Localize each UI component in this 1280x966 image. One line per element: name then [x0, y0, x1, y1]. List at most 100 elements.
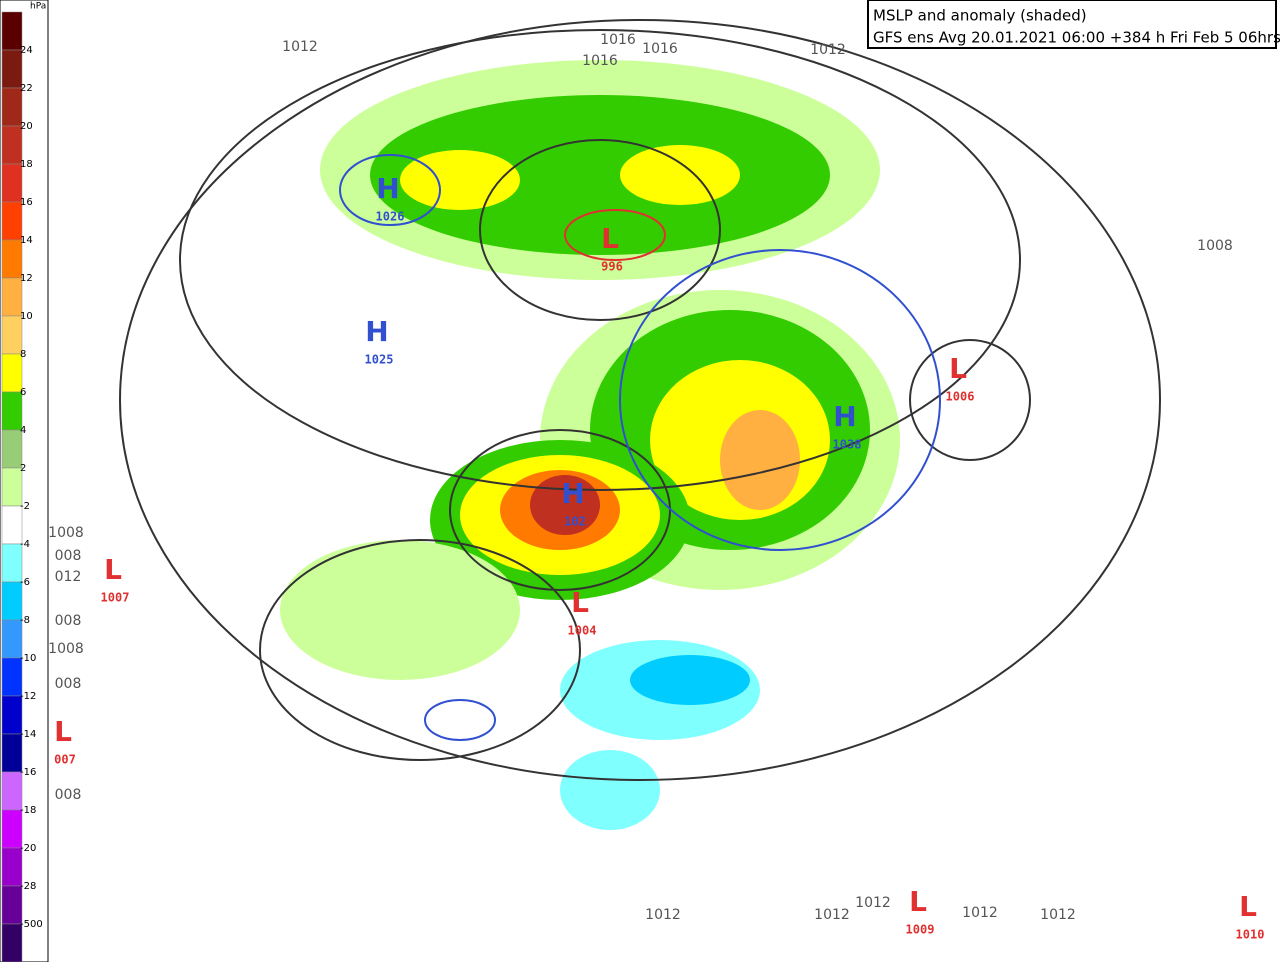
colorbar-swatch	[1, 657, 23, 697]
system-value: 1025	[365, 353, 394, 367]
system-value: 1004	[568, 624, 597, 638]
colorbar-label: 2	[20, 463, 26, 474]
high-contours	[339, 154, 941, 741]
colorbar-swatch	[1, 695, 23, 735]
colorbar-swatch	[1, 847, 23, 887]
colorbar-swatch	[1, 809, 23, 849]
colorbar-swatch	[1, 543, 23, 583]
colorbar-label: -8	[20, 615, 30, 626]
colorbar: hPa 24 22 20 18 16 14 12 10 8 6 4 2 -2 -4 -6 -8 -10 -12 -14…	[0, 0, 49, 963]
isobar-label: 1012	[1040, 907, 1076, 923]
colorbar-swatch	[1, 353, 23, 393]
colorbar-swatch	[1, 125, 23, 165]
isobar-label: 1012	[645, 907, 681, 923]
colorbar-label: -12	[20, 691, 36, 702]
colorbar-label: 4	[20, 425, 26, 436]
anomaly-shading	[280, 60, 900, 830]
colorbar-swatch	[1, 429, 23, 469]
colorbar-unit: hPa	[30, 2, 46, 12]
isobar-label: 1008	[1197, 238, 1233, 254]
system-letter: H	[833, 400, 856, 433]
colorbar-label: 6	[20, 387, 26, 398]
colorbar-swatch	[1, 315, 23, 355]
colorbar-swatch	[1, 733, 23, 773]
isobar-label: 1016	[582, 53, 618, 69]
isobar-label: 1008	[48, 525, 84, 541]
system-letter: L	[571, 586, 589, 619]
isobar-label: 008	[55, 613, 82, 629]
system-letter: L	[1239, 890, 1257, 923]
isobar-label: 1012	[814, 907, 850, 923]
colorbar-label: 20	[20, 121, 33, 132]
colorbar-label: -500	[20, 919, 43, 930]
colorbar-label: -4	[20, 539, 30, 550]
colorbar-label: -28	[20, 881, 36, 892]
colorbar-swatch	[1, 277, 23, 317]
system-value: 1006	[946, 390, 975, 404]
isobar-label: 1016	[642, 41, 678, 57]
system-value: 102	[564, 515, 586, 529]
colorbar-label: -2	[20, 501, 30, 512]
colorbar-swatch	[1, 885, 23, 925]
colorbar-swatch	[1, 87, 23, 127]
isobar-label: 008	[55, 787, 82, 803]
colorbar-swatch	[1, 505, 23, 545]
colorbar-label: 18	[20, 159, 33, 170]
colorbar-label: -14	[20, 729, 36, 740]
system-value: 1007	[101, 591, 130, 605]
system-letter: L	[601, 222, 619, 255]
colorbar-label: -20	[20, 843, 36, 854]
colorbar-swatch	[1, 201, 23, 241]
colorbar-swatch	[1, 467, 23, 507]
system-letter: L	[54, 715, 72, 748]
isobar-label: 012	[55, 569, 82, 585]
colorbar-swatch	[1, 11, 23, 51]
isobar-label: 1012	[962, 905, 998, 921]
colorbar-swatch	[1, 391, 23, 431]
colorbar-label: 24	[20, 45, 33, 56]
colorbar-label: -16	[20, 767, 36, 778]
system-value: 1038	[833, 438, 862, 452]
isobar-label: 1012	[855, 895, 891, 911]
title-line: MSLP and anomaly (shaded)	[873, 7, 1087, 25]
isobar-label: 1012	[810, 42, 846, 58]
isobar-label: 008	[55, 676, 82, 692]
colorbar-label: 16	[20, 197, 33, 208]
system-value: 007	[54, 753, 76, 767]
colorbar-label: 8	[20, 349, 26, 360]
colorbar-swatch	[1, 619, 23, 659]
colorbar-label: 22	[20, 83, 33, 94]
system-value: 1010	[1236, 928, 1265, 942]
system-value: 1009	[906, 923, 935, 937]
system-letter: L	[104, 553, 122, 586]
system-letter: H	[376, 172, 399, 205]
labels: H 1026 L 996 H 1025 L 1006 H 1038 H 102 L 1004 L 1007 L 0…	[48, 32, 1264, 942]
colorbar-swatch	[1, 771, 23, 811]
low-contour	[564, 209, 666, 261]
system-letter: H	[561, 477, 584, 510]
isobar-label: 1008	[48, 641, 84, 657]
title-line: GFS ens Avg 20.01.2021 06:00 +384 h Fri …	[873, 29, 1280, 47]
colorbar-swatch	[1, 49, 23, 89]
colorbar-label: -6	[20, 577, 30, 588]
system-letter: H	[365, 315, 388, 348]
isobar-label: 1016	[600, 32, 636, 48]
system-value: 1026	[376, 210, 405, 224]
colorbar-label: -10	[20, 653, 36, 664]
colorbar-label: 14	[20, 235, 33, 246]
colorbar-swatch	[1, 923, 23, 963]
isobar-label: 008	[55, 548, 82, 564]
isobars	[119, 19, 1161, 781]
isobar-label: 1012	[282, 39, 318, 55]
colorbar-swatch	[1, 239, 23, 279]
colorbar-swatch	[1, 581, 23, 621]
system-letter: L	[949, 352, 967, 385]
system-letter: L	[909, 885, 927, 918]
colorbar-label: 10	[20, 311, 33, 322]
colorbar-label: 12	[20, 273, 33, 284]
title-box	[867, 0, 1277, 49]
colorbar-swatch	[1, 163, 23, 203]
colorbar-label: -18	[20, 805, 36, 816]
